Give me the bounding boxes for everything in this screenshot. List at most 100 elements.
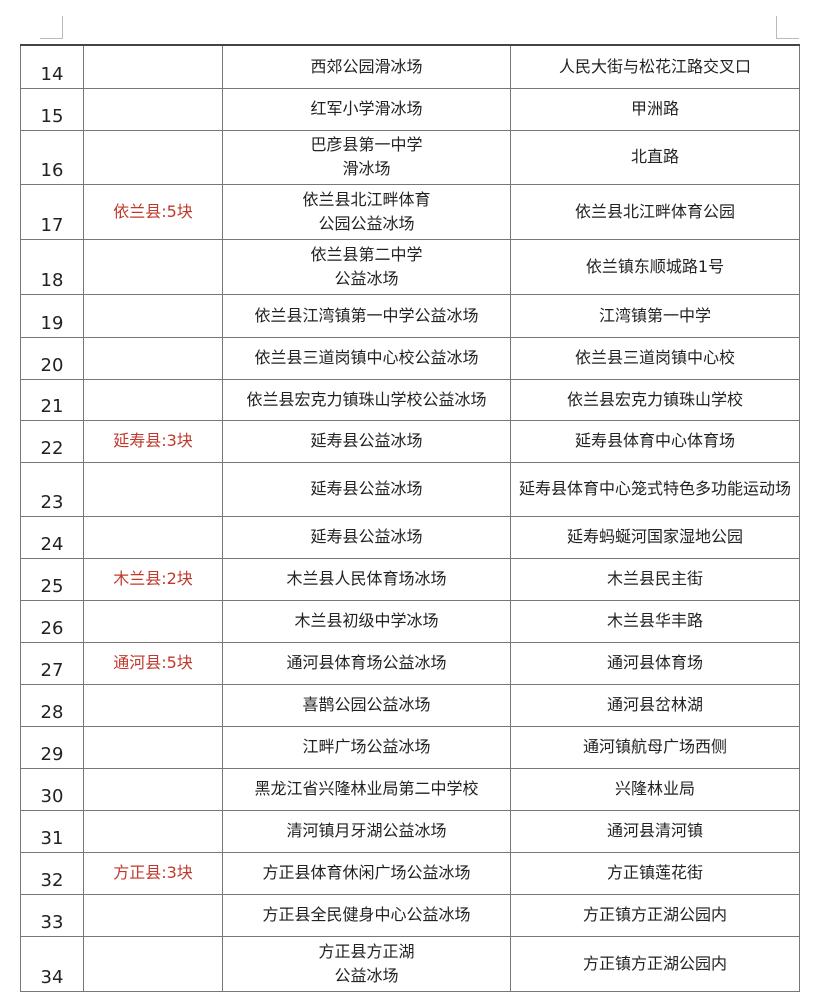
table-row: 15 红军小学滑冰场 甲洲路	[20, 87, 800, 131]
table-row: 30 黑龙江省兴隆林业局第二中学校 兴隆林业局	[20, 767, 800, 811]
table-row: 28 喜鹊公园公益冰场 通河县岔林湖	[20, 683, 800, 727]
rink-name: 西郊公园滑冰场	[222, 44, 511, 89]
table-row: 14 西郊公园滑冰场 人民大街与松花江路交叉口	[20, 44, 800, 89]
rink-name: 通河县体育场公益冰场	[222, 641, 511, 685]
row-number: 26	[20, 599, 84, 643]
county-label	[83, 87, 223, 131]
rink-name: 木兰县人民体育场冰场	[222, 557, 511, 601]
row-number: 30	[20, 767, 84, 811]
rink-address: 方正镇方正湖公园内	[510, 935, 800, 992]
row-number: 29	[20, 725, 84, 769]
county-label	[83, 809, 223, 853]
rink-name: 延寿县公益冰场	[222, 461, 511, 517]
county-label: 依兰县:5块	[83, 183, 223, 240]
county-label	[83, 893, 223, 937]
rink-name: 依兰县宏克力镇珠山学校公益冰场	[222, 378, 511, 421]
table-row: 33 方正县全民健身中心公益冰场 方正镇方正湖公园内	[20, 893, 800, 937]
county-label	[83, 599, 223, 643]
rink-name: 红军小学滑冰场	[222, 87, 511, 131]
table-row: 17 依兰县:5块 依兰县北江畔体育 公园公益冰场 依兰县北江畔体育公园	[20, 183, 800, 240]
county-label	[83, 935, 223, 992]
row-number: 15	[20, 87, 84, 131]
row-number: 21	[20, 378, 84, 421]
rink-name: 黑龙江省兴隆林业局第二中学校	[222, 767, 511, 811]
rink-address: 木兰县民主街	[510, 557, 800, 601]
rink-name: 延寿县公益冰场	[222, 515, 511, 559]
table-row: 32 方正县:3块 方正县体育休闲广场公益冰场 方正镇莲花街	[20, 851, 800, 895]
table-row: 16 巴彦县第一中学 滑冰场 北直路	[20, 129, 800, 185]
rink-name: 依兰县第二中学 公益冰场	[222, 238, 511, 295]
rink-name: 清河镇月牙湖公益冰场	[222, 809, 511, 853]
row-number: 22	[20, 419, 84, 463]
page-corner-mark	[776, 16, 799, 39]
table-row: 20 依兰县三道岗镇中心校公益冰场 依兰县三道岗镇中心校	[20, 336, 800, 380]
county-label: 方正县:3块	[83, 851, 223, 895]
rink-address: 通河县体育场	[510, 641, 800, 685]
rink-name: 依兰县三道岗镇中心校公益冰场	[222, 336, 511, 380]
county-label: 木兰县:2块	[83, 557, 223, 601]
rink-address: 方正镇方正湖公园内	[510, 893, 800, 937]
row-number: 19	[20, 293, 84, 338]
rink-address: 木兰县华丰路	[510, 599, 800, 643]
county-label: 通河县:5块	[83, 641, 223, 685]
table-row: 18 依兰县第二中学 公益冰场 依兰镇东顺城路1号	[20, 238, 800, 295]
table-row: 25 木兰县:2块 木兰县人民体育场冰场 木兰县民主街	[20, 557, 800, 601]
rink-address: 兴隆林业局	[510, 767, 800, 811]
row-number: 32	[20, 851, 84, 895]
rink-name: 木兰县初级中学冰场	[222, 599, 511, 643]
rink-address: 通河镇航母广场西侧	[510, 725, 800, 769]
row-number: 18	[20, 238, 84, 295]
table-row: 26 木兰县初级中学冰场 木兰县华丰路	[20, 599, 800, 643]
county-label	[83, 725, 223, 769]
table-row: 29 江畔广场公益冰场 通河镇航母广场西侧	[20, 725, 800, 769]
table-row: 34 方正县方正湖 公益冰场 方正镇方正湖公园内	[20, 935, 800, 992]
rink-address: 依兰县三道岗镇中心校	[510, 336, 800, 380]
rink-address: 人民大街与松花江路交叉口	[510, 44, 800, 89]
row-number: 24	[20, 515, 84, 559]
rink-address: 依兰镇东顺城路1号	[510, 238, 800, 295]
rink-name: 方正县体育休闲广场公益冰场	[222, 851, 511, 895]
county-label	[83, 515, 223, 559]
rink-address: 依兰县北江畔体育公园	[510, 183, 800, 240]
row-number: 23	[20, 461, 84, 517]
row-number: 14	[20, 44, 84, 89]
rink-name: 江畔广场公益冰场	[222, 725, 511, 769]
county-label	[83, 683, 223, 727]
rink-address: 延寿蚂蜒河国家湿地公园	[510, 515, 800, 559]
row-number: 17	[20, 183, 84, 240]
table-row: 21 依兰县宏克力镇珠山学校公益冰场 依兰县宏克力镇珠山学校	[20, 378, 800, 421]
county-label	[83, 293, 223, 338]
county-label	[83, 238, 223, 295]
county-label	[83, 767, 223, 811]
table-row: 19 依兰县江湾镇第一中学公益冰场 江湾镇第一中学	[20, 293, 800, 338]
rink-address: 依兰县宏克力镇珠山学校	[510, 378, 800, 421]
rink-address: 甲洲路	[510, 87, 800, 131]
row-number: 27	[20, 641, 84, 685]
county-label	[83, 129, 223, 185]
county-label	[83, 336, 223, 380]
table-row: 22 延寿县:3块 延寿县公益冰场 延寿县体育中心体育场	[20, 419, 800, 463]
rink-address: 延寿县体育中心体育场	[510, 419, 800, 463]
rink-name: 方正县方正湖 公益冰场	[222, 935, 511, 992]
row-number: 33	[20, 893, 84, 937]
table-row: 24 延寿县公益冰场 延寿蚂蜒河国家湿地公园	[20, 515, 800, 559]
row-number: 34	[20, 935, 84, 992]
rink-name: 巴彦县第一中学 滑冰场	[222, 129, 511, 185]
row-number: 28	[20, 683, 84, 727]
row-number: 25	[20, 557, 84, 601]
rink-address: 通河县清河镇	[510, 809, 800, 853]
county-label	[83, 44, 223, 89]
rink-name: 喜鹊公园公益冰场	[222, 683, 511, 727]
ice-rink-table: 14 西郊公园滑冰场 人民大街与松花江路交叉口 15 红军小学滑冰场 甲洲路 16 巴彦县第一…	[20, 44, 800, 992]
table-row: 27 通河县:5块 通河县体育场公益冰场 通河县体育场	[20, 641, 800, 685]
county-label	[83, 461, 223, 517]
table-row: 23 延寿县公益冰场 延寿县体育中心笼式特色多功能运动场	[20, 461, 800, 517]
row-number: 20	[20, 336, 84, 380]
table-row: 31 清河镇月牙湖公益冰场 通河县清河镇	[20, 809, 800, 853]
page-corner-mark	[40, 16, 63, 39]
rink-address: 通河县岔林湖	[510, 683, 800, 727]
rink-address: 方正镇莲花街	[510, 851, 800, 895]
rink-name: 依兰县北江畔体育 公园公益冰场	[222, 183, 511, 240]
rink-name: 延寿县公益冰场	[222, 419, 511, 463]
rink-address: 江湾镇第一中学	[510, 293, 800, 338]
